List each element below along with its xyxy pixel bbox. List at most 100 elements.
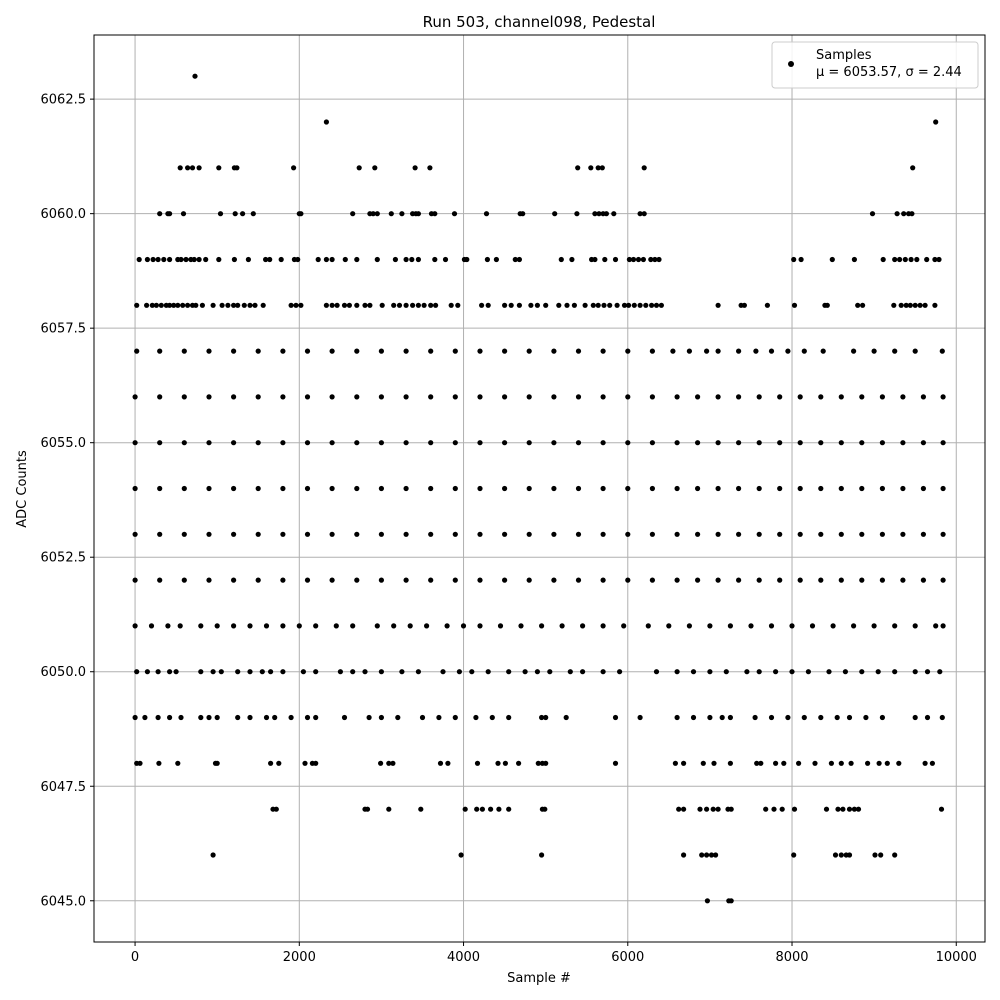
data-point: [756, 531, 762, 537]
data-point: [173, 669, 179, 675]
data-point: [936, 256, 942, 263]
data-point: [354, 348, 360, 354]
data-point: [462, 806, 468, 812]
data-point: [707, 623, 713, 629]
data-point: [196, 256, 202, 263]
data-point: [909, 211, 915, 217]
data-point: [752, 714, 758, 721]
data-point: [206, 394, 212, 400]
data-point: [458, 852, 464, 858]
data-point: [378, 531, 384, 537]
data-point: [600, 440, 606, 446]
data-point: [637, 211, 643, 217]
data-point: [185, 165, 191, 171]
data-point: [607, 302, 613, 308]
data-point: [378, 348, 384, 354]
data-point: [456, 669, 462, 675]
data-point: [460, 623, 467, 629]
data-point: [539, 714, 545, 721]
data-point: [132, 485, 138, 492]
data-point: [304, 394, 311, 400]
data-point: [879, 531, 886, 537]
data-point: [175, 760, 181, 766]
data-point: [797, 440, 803, 446]
data-point: [681, 852, 687, 858]
data-point: [293, 302, 299, 308]
y-tick-label: 6057.5: [41, 322, 87, 337]
data-point: [144, 669, 150, 675]
data-point: [356, 165, 362, 171]
data-point: [512, 256, 518, 263]
data-point: [543, 760, 549, 766]
data-point: [502, 440, 508, 446]
data-point: [580, 623, 586, 629]
data-point: [599, 165, 605, 171]
data-point: [267, 256, 273, 263]
data-point: [276, 760, 282, 766]
data-point: [210, 669, 216, 675]
data-point: [902, 256, 908, 263]
data-point: [602, 256, 608, 263]
data-point: [178, 256, 184, 263]
data-point: [445, 760, 451, 766]
data-point: [180, 302, 186, 308]
data-point: [156, 760, 162, 766]
data-point: [855, 806, 862, 812]
data-point: [329, 302, 335, 308]
data-point: [418, 806, 424, 812]
data-point: [929, 760, 936, 766]
data-point: [291, 165, 297, 171]
data-point: [206, 714, 212, 721]
data-point: [175, 302, 181, 308]
data-point: [180, 211, 187, 217]
data-point: [851, 256, 858, 263]
data-point: [869, 211, 876, 217]
data-point: [900, 485, 906, 492]
data-point: [801, 714, 807, 721]
data-point: [551, 531, 557, 537]
data-point: [149, 302, 155, 308]
data-point: [676, 806, 682, 812]
data-point: [637, 302, 643, 308]
data-point: [395, 714, 401, 721]
data-point: [489, 714, 495, 721]
data-point: [865, 760, 871, 766]
data-point: [354, 485, 360, 492]
data-point: [649, 485, 656, 492]
data-point: [181, 348, 187, 354]
data-point: [907, 302, 913, 308]
data-point: [876, 760, 882, 766]
data-point: [403, 394, 409, 400]
data-point: [415, 669, 421, 675]
data-point: [672, 760, 679, 766]
data-point: [419, 714, 426, 721]
data-point: [859, 440, 865, 446]
data-point: [728, 898, 734, 904]
data-point: [797, 531, 803, 537]
data-point: [649, 440, 656, 446]
data-point: [828, 760, 835, 766]
data-point: [206, 485, 212, 492]
data-point: [247, 714, 253, 721]
data-point: [477, 577, 483, 583]
data-point: [879, 714, 886, 721]
data-point: [559, 623, 565, 629]
data-point: [600, 485, 606, 492]
data-point: [502, 485, 508, 492]
data-point: [354, 302, 360, 308]
data-point: [539, 623, 545, 629]
data-point: [403, 531, 409, 537]
data-point: [797, 394, 803, 400]
data-point: [485, 302, 491, 308]
data-point: [280, 669, 286, 675]
data-point: [157, 531, 163, 537]
data-point: [842, 669, 849, 675]
y-tick-label: 6050.0: [41, 665, 87, 680]
data-point: [649, 394, 656, 400]
data-point: [247, 669, 253, 675]
data-point: [697, 806, 703, 812]
data-point: [917, 302, 923, 308]
data-point: [452, 394, 458, 400]
data-point: [444, 623, 450, 629]
data-point: [250, 211, 256, 217]
